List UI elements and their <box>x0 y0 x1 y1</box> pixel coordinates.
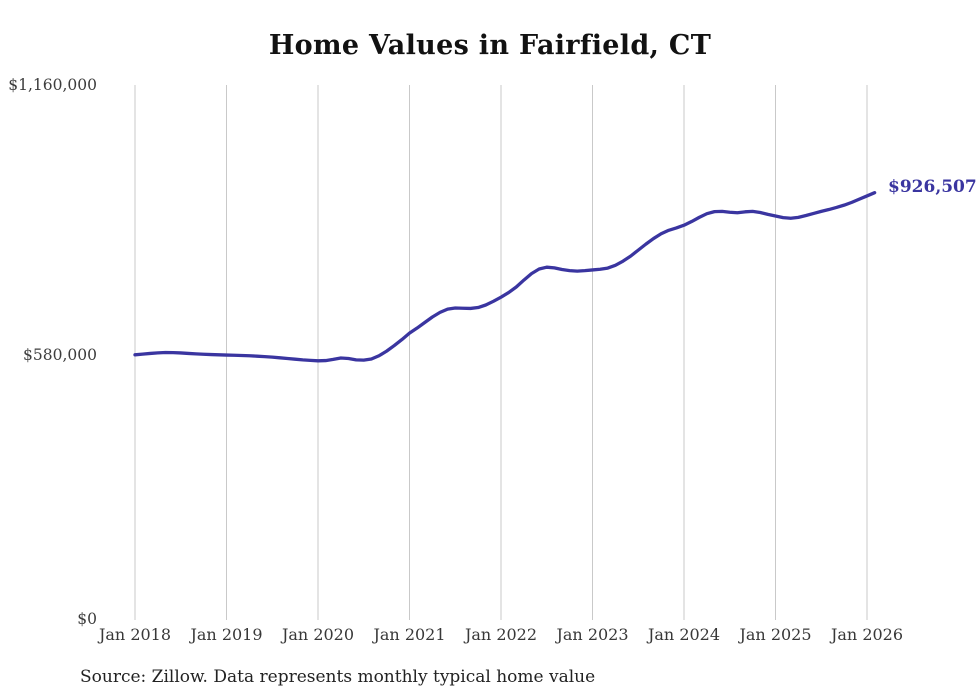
x-axis-tick-jan-2025: Jan 2025 <box>739 625 812 644</box>
y-axis-tick-580000: $580,000 <box>23 346 97 364</box>
last-value-label: $926,507 <box>888 177 977 197</box>
x-axis-tick-jan-2024: Jan 2024 <box>647 625 721 644</box>
chart-title: Home Values in Fairfield, CT <box>268 30 712 61</box>
x-axis-tick-jan-2019: Jan 2019 <box>190 625 263 644</box>
x-axis-tick-jan-2021: Jan 2021 <box>373 625 446 644</box>
home-value-line-series <box>133 191 877 363</box>
x-axis-tick-jan-2023: Jan 2023 <box>556 625 629 644</box>
x-axis-tick-jan-2018: Jan 2018 <box>98 625 172 644</box>
y-axis-tick-1160000: $1,160,000 <box>8 76 97 94</box>
y-axis-tick-0: $0 <box>77 610 97 628</box>
x-axis-tick-jan-2022: Jan 2022 <box>464 625 538 644</box>
x-axis-tick-jan-2020: Jan 2020 <box>281 625 355 644</box>
source-note: Source: Zillow. Data represents monthly … <box>80 667 596 687</box>
x-axis-tick-jan-2026: Jan 2026 <box>830 625 904 644</box>
